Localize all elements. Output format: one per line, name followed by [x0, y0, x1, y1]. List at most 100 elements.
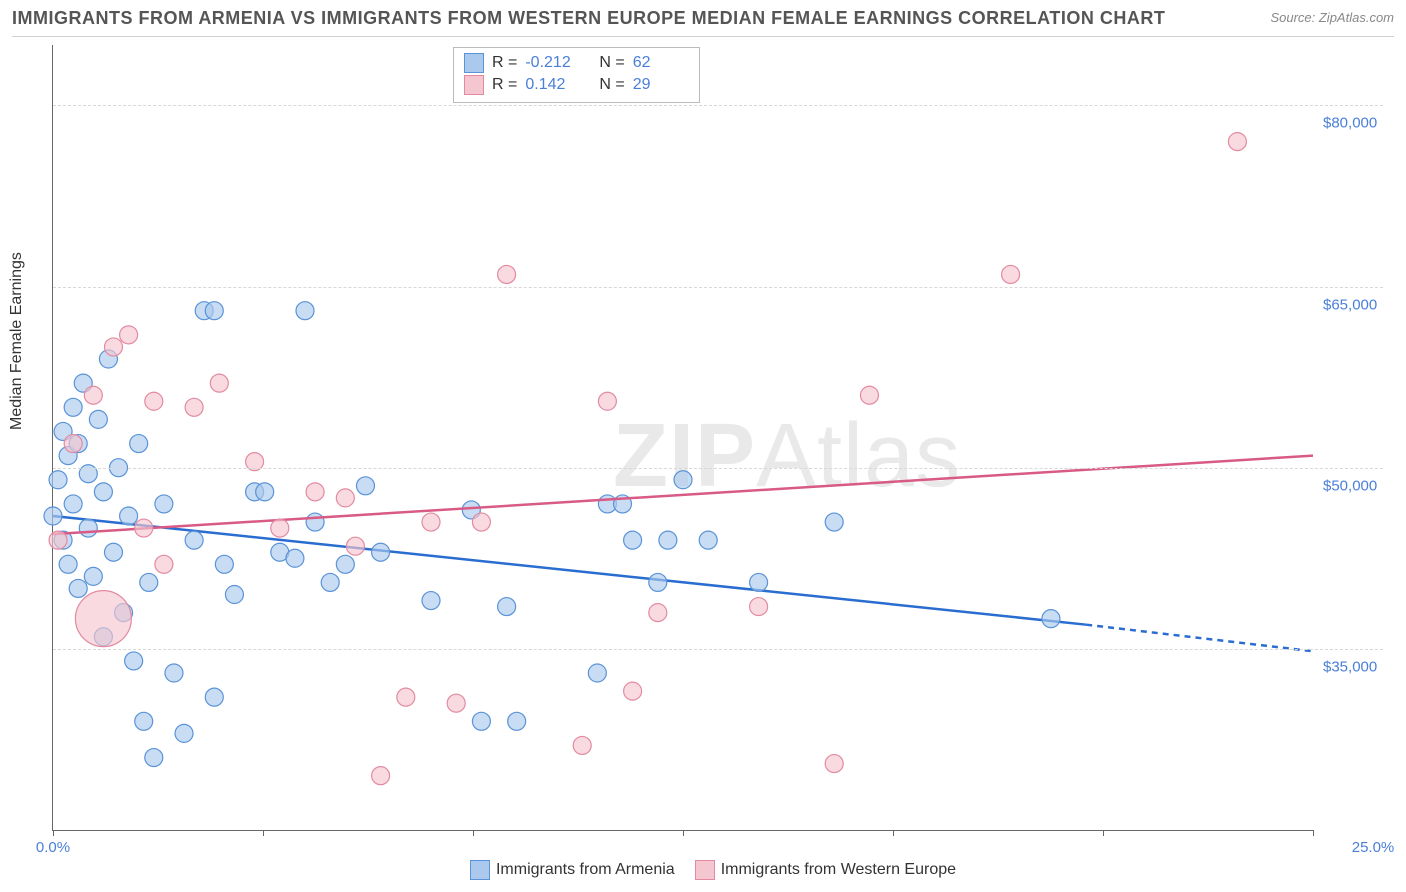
data-point — [135, 712, 153, 730]
n-label: N = — [599, 76, 624, 94]
data-point — [573, 736, 591, 754]
chart-source: Source: ZipAtlas.com — [1270, 10, 1394, 25]
data-point — [84, 567, 102, 585]
chart-title: IMMIGRANTS FROM ARMENIA VS IMMIGRANTS FR… — [12, 8, 1165, 28]
data-point — [225, 586, 243, 604]
data-point — [125, 652, 143, 670]
data-point — [306, 483, 324, 501]
data-point — [64, 495, 82, 513]
legend-swatch — [464, 75, 484, 95]
data-point — [185, 531, 203, 549]
data-point — [205, 302, 223, 320]
data-point — [498, 265, 516, 283]
legend-label: Immigrants from Western Europe — [721, 861, 956, 878]
data-point — [271, 519, 289, 537]
data-point — [649, 573, 667, 591]
chart-plot-area: R =-0.212N =62R =0.142N =29 ZIPAtlas $35… — [52, 45, 1313, 831]
data-point — [140, 573, 158, 591]
legend-swatch — [470, 860, 490, 880]
legend-swatch — [464, 53, 484, 73]
series-legend: Immigrants from Armenia Immigrants from W… — [0, 860, 1406, 880]
chart-header: IMMIGRANTS FROM ARMENIA VS IMMIGRANTS FR… — [12, 8, 1394, 37]
data-point — [472, 513, 490, 531]
data-point — [69, 579, 87, 597]
data-point — [205, 688, 223, 706]
data-point — [397, 688, 415, 706]
data-point — [44, 507, 62, 525]
data-point — [825, 755, 843, 773]
data-point — [372, 767, 390, 785]
data-point — [1042, 610, 1060, 628]
data-point — [508, 712, 526, 730]
r-label: R = — [492, 54, 517, 72]
data-point — [649, 604, 667, 622]
x-tick-label-right: 25.0% — [1352, 839, 1395, 856]
data-point — [472, 712, 490, 730]
data-point — [89, 410, 107, 428]
x-tick — [263, 830, 264, 836]
data-point — [588, 664, 606, 682]
data-point — [75, 591, 131, 647]
data-point — [84, 386, 102, 404]
data-point — [120, 326, 138, 344]
gridline — [53, 468, 1383, 469]
n-value: 29 — [633, 76, 689, 94]
data-point — [321, 573, 339, 591]
y-tick-label: $65,000 — [1323, 296, 1393, 313]
data-point — [185, 398, 203, 416]
data-point — [215, 555, 233, 573]
data-point — [346, 537, 364, 555]
data-point — [79, 519, 97, 537]
n-label: N = — [599, 54, 624, 72]
data-point — [286, 549, 304, 567]
r-value: -0.212 — [525, 54, 581, 72]
data-point — [659, 531, 677, 549]
data-point — [296, 302, 314, 320]
x-tick — [683, 830, 684, 836]
correlation-row: R = 0.142 N = 29 — [464, 74, 689, 96]
data-point — [336, 489, 354, 507]
y-tick-label: $35,000 — [1323, 658, 1393, 675]
gridline — [53, 649, 1383, 650]
gridline — [53, 105, 1383, 106]
data-point — [145, 392, 163, 410]
r-label: R = — [492, 76, 517, 94]
correlation-legend: R = -0.212 N = 62 R = 0.142 N = 29 — [453, 47, 700, 103]
data-point — [860, 386, 878, 404]
data-point — [49, 531, 67, 549]
scatter-svg — [53, 45, 1313, 830]
y-tick-label: $50,000 — [1323, 477, 1393, 494]
x-tick — [473, 830, 474, 836]
x-tick — [53, 830, 54, 836]
gridline — [53, 287, 1383, 288]
data-point — [1228, 133, 1246, 151]
trend-line — [53, 516, 1086, 625]
data-point — [175, 724, 193, 742]
data-point — [674, 471, 692, 489]
data-point — [104, 543, 122, 561]
x-tick — [1103, 830, 1104, 836]
data-point — [130, 435, 148, 453]
n-value: 62 — [633, 54, 689, 72]
data-point — [210, 374, 228, 392]
data-point — [422, 513, 440, 531]
y-tick-label: $80,000 — [1323, 115, 1393, 132]
x-tick-label-left: 0.0% — [36, 839, 70, 856]
data-point — [165, 664, 183, 682]
data-point — [336, 555, 354, 573]
data-point — [64, 435, 82, 453]
data-point — [155, 555, 173, 573]
data-point — [422, 592, 440, 610]
r-value: 0.142 — [525, 76, 581, 94]
data-point — [750, 598, 768, 616]
data-point — [356, 477, 374, 495]
data-point — [145, 749, 163, 767]
data-point — [598, 392, 616, 410]
data-point — [120, 507, 138, 525]
y-axis-label: Median Female Earnings — [8, 252, 26, 430]
data-point — [306, 513, 324, 531]
data-point — [94, 483, 112, 501]
legend-label: Immigrants from Armenia — [496, 861, 675, 878]
x-tick — [893, 830, 894, 836]
data-point — [59, 555, 77, 573]
